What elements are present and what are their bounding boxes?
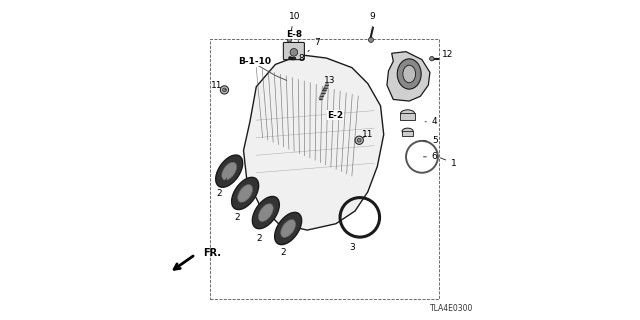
Text: 6: 6	[424, 152, 438, 161]
Text: 2: 2	[217, 179, 227, 198]
Text: E-8: E-8	[286, 30, 302, 39]
Ellipse shape	[402, 128, 413, 134]
Text: 2: 2	[257, 223, 264, 243]
FancyBboxPatch shape	[284, 43, 305, 60]
Ellipse shape	[237, 185, 253, 202]
Polygon shape	[387, 52, 430, 101]
Text: 5: 5	[424, 136, 438, 145]
Text: 4: 4	[425, 117, 438, 126]
Text: 2: 2	[234, 203, 242, 222]
Text: 9: 9	[370, 12, 376, 29]
Text: B-1-10: B-1-10	[238, 57, 271, 66]
Ellipse shape	[401, 110, 415, 118]
Ellipse shape	[403, 65, 415, 83]
Text: 3: 3	[349, 236, 358, 252]
Bar	[400, 113, 415, 120]
Circle shape	[223, 88, 227, 92]
Text: 1: 1	[440, 158, 457, 168]
Text: 12: 12	[436, 50, 453, 59]
Text: 7: 7	[308, 38, 320, 52]
Text: 10: 10	[289, 12, 300, 30]
Polygon shape	[244, 55, 384, 230]
Circle shape	[290, 49, 298, 56]
Ellipse shape	[259, 204, 273, 221]
Text: 13: 13	[323, 76, 335, 90]
Ellipse shape	[232, 177, 259, 210]
Bar	[402, 131, 413, 136]
Circle shape	[287, 38, 292, 42]
Circle shape	[369, 37, 374, 43]
Ellipse shape	[275, 212, 301, 245]
Text: 8: 8	[294, 53, 304, 62]
Text: E-2: E-2	[327, 111, 343, 120]
Ellipse shape	[281, 220, 296, 237]
Ellipse shape	[397, 59, 421, 89]
Text: FR.: FR.	[204, 248, 221, 258]
Ellipse shape	[216, 155, 243, 187]
Ellipse shape	[222, 162, 237, 180]
Circle shape	[357, 138, 361, 142]
Circle shape	[355, 136, 364, 144]
Text: 2: 2	[280, 239, 286, 257]
Text: 11: 11	[211, 81, 226, 90]
Circle shape	[429, 56, 434, 61]
Text: TLA4E0300: TLA4E0300	[429, 304, 473, 313]
Circle shape	[289, 56, 292, 60]
Circle shape	[220, 86, 228, 94]
Text: 11: 11	[362, 130, 374, 139]
Ellipse shape	[252, 196, 279, 229]
